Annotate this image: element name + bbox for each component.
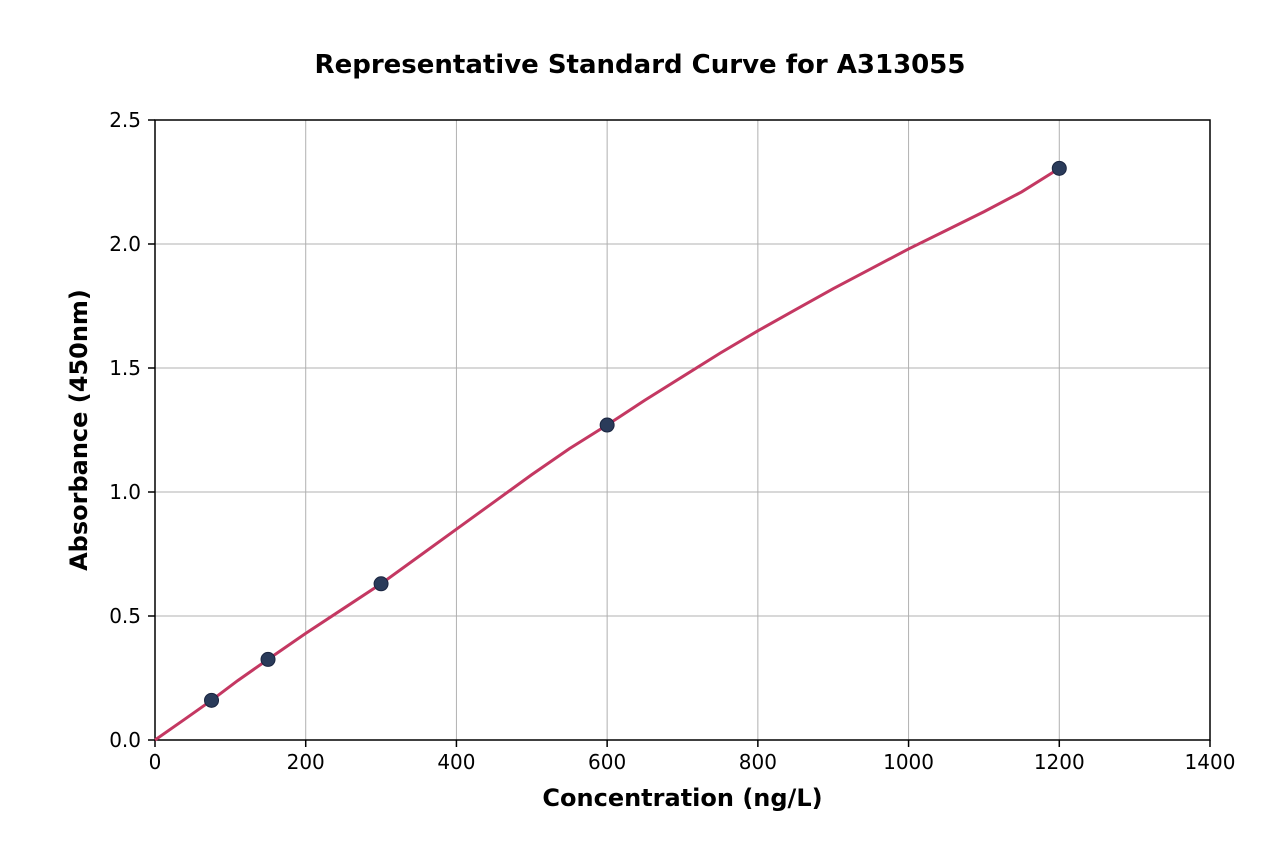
chart-title: Representative Standard Curve for A31305… [0, 50, 1280, 80]
y-tick-label: 2.0 [109, 232, 141, 256]
x-axis-label: Concentration (ng/L) [155, 784, 1210, 812]
x-tick-label: 800 [739, 750, 777, 774]
y-tick-label: 2.5 [109, 108, 141, 132]
x-tick-label: 400 [437, 750, 475, 774]
data-point-marker [205, 693, 219, 707]
x-tick-label: 600 [588, 750, 626, 774]
data-point-marker [261, 652, 275, 666]
x-tick-label: 1400 [1185, 750, 1236, 774]
plot-border [155, 120, 1210, 740]
chart-container: Representative Standard Curve for A31305… [0, 0, 1280, 845]
x-tick-label: 1000 [883, 750, 934, 774]
plot-svg [155, 120, 1210, 740]
x-tick-label: 0 [149, 750, 162, 774]
x-tick-label: 200 [287, 750, 325, 774]
data-point-marker [374, 577, 388, 591]
y-tick-label: 0.5 [109, 604, 141, 628]
plot-area [155, 120, 1210, 740]
y-tick-label: 0.0 [109, 728, 141, 752]
y-tick-label: 1.5 [109, 356, 141, 380]
data-point-marker [600, 418, 614, 432]
x-tick-label: 1200 [1034, 750, 1085, 774]
y-tick-label: 1.0 [109, 480, 141, 504]
data-point-marker [1052, 161, 1066, 175]
y-axis-label: Absorbance (450nm) [65, 120, 93, 740]
